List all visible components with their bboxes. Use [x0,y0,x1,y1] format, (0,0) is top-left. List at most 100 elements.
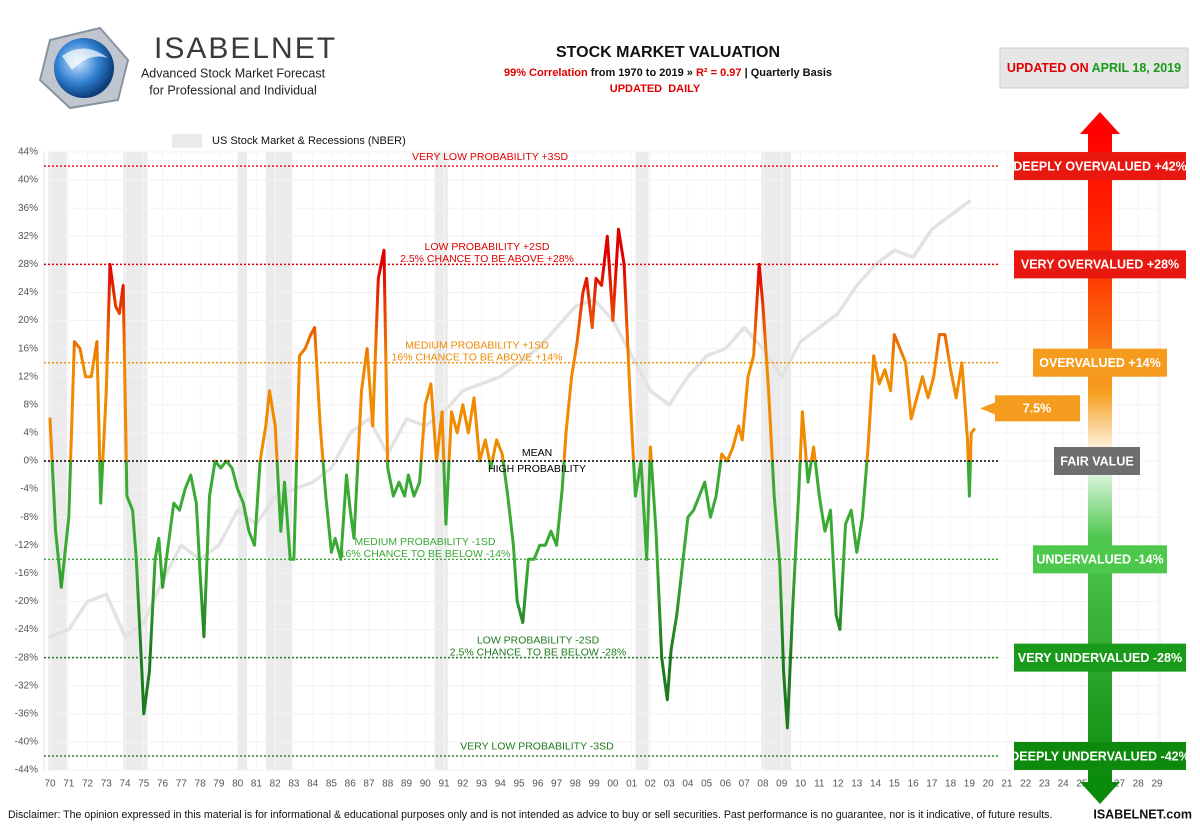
level-box [1033,545,1167,574]
x-tick-label: 77 [176,779,188,790]
level-label: LOW PROBABILITY +2SD [425,241,550,253]
x-tick-label: 22 [1020,779,1032,790]
level-box-label: UNDERVALUED -14% [1036,553,1163,567]
x-tick-label: 28 [1133,779,1145,790]
x-tick-label: 71 [63,779,75,790]
x-tick-label: 05 [701,779,713,790]
x-tick-label: 86 [345,779,357,790]
x-tick-label: 21 [1001,779,1013,790]
current-pointer [980,402,995,415]
y-tick-label: 16% [18,343,38,354]
x-tick-label: 09 [776,779,788,790]
level-box [1014,643,1186,672]
subtitle-part: 99% Correlation [504,67,588,79]
y-tick-label: 36% [18,203,38,214]
x-tick-label: 13 [851,779,863,790]
x-tick-label: 23 [1039,779,1051,790]
y-tick-label: 4% [24,428,39,439]
x-tick-label: 70 [44,779,56,790]
updated: UPDATED ON APRIL 18, 2019 [1007,61,1181,75]
x-tick-label: 14 [870,779,882,790]
x-tick-label: 81 [251,779,263,790]
x-tick-label: 06 [720,779,732,790]
x-tick-label: 12 [832,779,844,790]
y-tick-label: -44% [15,765,38,776]
level-label: MEAN [522,447,552,459]
level-label: 16% CHANCE TO BE BELOW -14% [340,548,511,560]
x-tick-label: 83 [288,779,300,790]
x-tick-label: 27 [1114,779,1126,790]
current-label: 7.5% [1023,402,1052,416]
y-tick-label: 28% [18,259,38,270]
x-tick-label: 00 [607,779,619,790]
x-tick-label: 15 [889,779,901,790]
y-tick-label: 32% [18,231,38,242]
subtitle-part: R² = 0.97 [696,67,742,79]
y-tick-label: -4% [20,484,38,495]
brand: ISABELNET [154,32,337,65]
x-tick-label: 92 [457,779,469,790]
tagline: for Professional and Individual [149,83,316,97]
x-tick-label: 79 [213,779,225,790]
level-box [1014,152,1186,181]
y-tick-label: 20% [18,315,38,326]
y-tick-label: 44% [18,147,38,158]
legend-label: US Stock Market & Recessions (NBER) [212,135,406,147]
level-label: MEDIUM PROBABILITY +1SD [405,339,549,351]
x-tick-label: 87 [363,779,375,790]
x-tick-label: 02 [645,779,657,790]
updated-date: APRIL 18, 2019 [1092,61,1181,75]
x-tick-label: 85 [326,779,338,790]
disclaimer: Disclaimer: The opinion expressed in thi… [8,809,1052,821]
x-tick-label: 08 [757,779,769,790]
y-tick-label: -32% [15,680,38,691]
level-box [1014,741,1186,770]
y-tick-label: 8% [24,399,39,410]
subtitle: 99% Correlation from 1970 to 2019 » R² =… [504,67,832,79]
y-tick-label: 24% [18,287,38,298]
x-tick-label: 89 [401,779,413,790]
x-tick-label: 76 [157,779,169,790]
x-tick-label: 75 [138,779,150,790]
level-box [1014,250,1186,279]
x-tick-label: 10 [795,779,807,790]
x-tick-label: 97 [551,779,563,790]
x-tick-label: 17 [926,779,938,790]
level-box-label: DEEPLY UNDERVALUED -42% [1010,749,1189,763]
logo [38,26,130,110]
x-tick-label: 04 [682,779,694,790]
update-note: UPDATED DAILY [610,83,701,95]
level-box-label: FAIR VALUE [1060,454,1133,468]
market-line [48,199,972,639]
subtitle-part: | Quarterly Basis [742,67,833,79]
y-tick-label: -20% [15,596,38,607]
x-tick-label: 93 [476,779,488,790]
y-tick-label: -40% [15,737,38,748]
tagline: Advanced Stock Market Forecast [141,66,326,80]
level-label: VERY LOW PROBABILITY +3SD [412,151,569,163]
x-tick-label: 16 [908,779,920,790]
level-box-label: OVERVALUED +14% [1039,356,1160,370]
x-tick-label: 19 [964,779,976,790]
x-tick-label: 20 [983,779,995,790]
y-tick-label: -36% [15,708,38,719]
level-label: 16% CHANCE TO BE ABOVE +14% [392,351,563,363]
x-tick-label: 98 [570,779,582,790]
x-tick-label: 95 [514,779,526,790]
y-tick-label: 0% [24,456,39,467]
x-tick-label: 88 [382,779,394,790]
x-tick-label: 01 [626,779,638,790]
level-box [1054,447,1140,475]
y-tick-label: -16% [15,568,38,579]
x-tick-label: 73 [101,779,113,790]
level-box-label: VERY UNDERVALUED -28% [1018,651,1182,665]
level-label: 2.5% CHANCE TO BE BELOW -28% [450,646,626,658]
x-tick-label: 11 [814,779,825,790]
x-tick-label: 74 [119,779,131,790]
current-box [995,395,1080,422]
level-label: 2.5% CHANCE TO BE ABOVE +28% [400,253,574,265]
y-tick-label: 12% [18,371,38,382]
y-tick-label: -12% [15,540,38,551]
x-tick-label: 99 [589,779,601,790]
y-tick-label: -8% [20,512,38,523]
